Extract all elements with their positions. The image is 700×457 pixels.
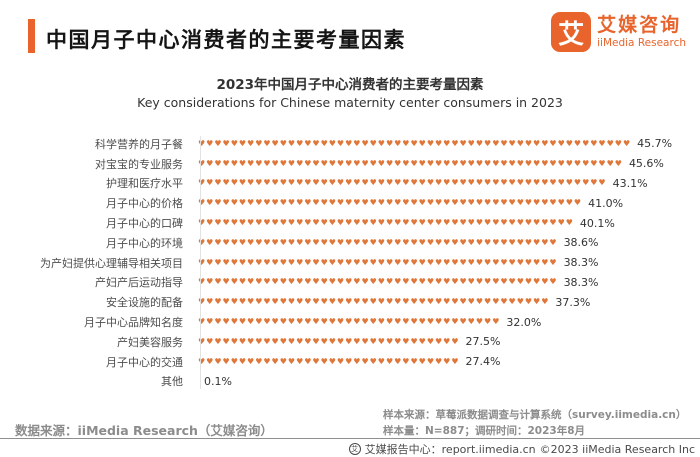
heart-pictogram-bar: ♥♥♥♥♥♥♥♥♥♥♥♥♥♥♥♥♥♥♥♥♥♥♥♥♥♥♥♥♥♥♥♥♥♥♥♥♥♥♥♥… bbox=[198, 218, 574, 228]
chart-row: 月子中心的口碑 ♥♥♥♥♥♥♥♥♥♥♥♥♥♥♥♥♥♥♥♥♥♥♥♥♥♥♥♥♥♥♥♥♥… bbox=[8, 213, 692, 233]
heart-pictogram-bar: ♥♥♥♥♥♥♥♥♥♥♥♥♥♥♥♥♥♥♥♥♥♥♥♥♥♥♥♥♥♥♥♥♥♥♥♥♥♥♥♥… bbox=[198, 257, 558, 267]
heart-pictogram-bar: ♥♥♥♥♥♥♥♥♥♥♥♥♥♥♥♥♥♥♥♥♥♥♥♥♥♥♥♥♥♥♥♥♥♥♥♥♥♥♥♥… bbox=[198, 297, 550, 307]
chart-axis-line bbox=[200, 136, 201, 390]
sample-size-note: 样本量：N=887；调研时间：2023年8月 bbox=[383, 425, 586, 437]
category-label: 月子中心的交通 bbox=[106, 355, 183, 369]
category-label: 月子中心品牌知名度 bbox=[84, 316, 183, 330]
heart-pictogram-bar: ♥♥♥♥♥♥♥♥♥♥♥♥♥♥♥♥♥♥♥♥♥♥♥♥♥♥♥♥♥♥♥♥♥♥♥♥♥♥♥♥… bbox=[198, 158, 623, 168]
chart-title: 2023年中国月子中心消费者的主要考量因素 bbox=[216, 77, 484, 93]
category-label: 其他 bbox=[161, 375, 183, 389]
category-label: 月子中心的价格 bbox=[106, 197, 183, 211]
chart-row: 月子中心的交通 ♥♥♥♥♥♥♥♥♥♥♥♥♥♥♥♥♥♥♥♥♥♥♥♥♥♥♥♥♥♥♥♥ 2… bbox=[8, 352, 692, 372]
heart-bar-chart: 科学营养的月子餐 ♥♥♥♥♥♥♥♥♥♥♥♥♥♥♥♥♥♥♥♥♥♥♥♥♥♥♥♥♥♥♥♥… bbox=[8, 134, 692, 391]
heart-pictogram-bar: ♥♥♥♥♥♥♥♥♥♥♥♥♥♥♥♥♥♥♥♥♥♥♥♥♥♥♥♥♥♥♥♥♥♥♥♥♥♥♥♥… bbox=[198, 277, 558, 287]
report-center-icon: 艾 bbox=[348, 443, 361, 455]
heart-pictogram-bar: ♥♥♥♥♥♥♥♥♥♥♥♥♥♥♥♥♥♥♥♥♥♥♥♥♥♥♥♥♥♥♥♥ bbox=[198, 356, 460, 366]
title-accent-bar bbox=[28, 19, 35, 53]
value-label: 41.0% bbox=[588, 196, 624, 210]
chart-row: 对宝宝的专业服务 ♥♥♥♥♥♥♥♥♥♥♥♥♥♥♥♥♥♥♥♥♥♥♥♥♥♥♥♥♥♥♥♥… bbox=[8, 154, 692, 174]
value-label: 40.1% bbox=[579, 216, 615, 230]
value-label: 32.0% bbox=[506, 315, 542, 329]
heart-pictogram-bar: ♥♥♥♥♥♥♥♥♥♥♥♥♥♥♥♥♥♥♥♥♥♥♥♥♥♥♥♥♥♥♥♥♥♥♥♥♥♥♥♥… bbox=[198, 138, 632, 148]
heart-pictogram-bar: ♥♥♥♥♥♥♥♥♥♥♥♥♥♥♥♥♥♥♥♥♥♥♥♥♥♥♥♥♥♥♥♥♥♥♥♥♥ bbox=[198, 317, 501, 327]
value-label: 27.4% bbox=[465, 355, 501, 369]
chart-row: 为产妇提供心理辅导相关项目 ♥♥♥♥♥♥♥♥♥♥♥♥♥♥♥♥♥♥♥♥♥♥♥♥♥♥♥… bbox=[8, 253, 692, 273]
category-label: 护理和医疗水平 bbox=[106, 177, 183, 191]
category-label: 月子中心的口碑 bbox=[106, 217, 183, 231]
heart-pictogram-bar: ♥♥♥♥♥♥♥♥♥♥♥♥♥♥♥♥♥♥♥♥♥♥♥♥♥♥♥♥♥♥♥♥♥♥♥♥♥♥♥♥… bbox=[198, 178, 607, 188]
heart-pictogram-bar: ♥♥♥♥♥♥♥♥♥♥♥♥♥♥♥♥♥♥♥♥♥♥♥♥♥♥♥♥♥♥♥♥♥♥♥♥♥♥♥♥… bbox=[198, 198, 583, 208]
chart-row: 月子中心品牌知名度 ♥♥♥♥♥♥♥♥♥♥♥♥♥♥♥♥♥♥♥♥♥♥♥♥♥♥♥♥♥♥♥… bbox=[8, 312, 692, 332]
category-label: 安全设施的配备 bbox=[106, 296, 183, 310]
page-title: 中国月子中心消费者的主要考量因素 bbox=[46, 28, 406, 52]
value-label: 38.3% bbox=[563, 256, 599, 270]
value-label: 38.6% bbox=[563, 236, 599, 250]
chart-row: 产妇美容服务 ♥♥♥♥♥♥♥♥♥♥♥♥♥♥♥♥♥♥♥♥♥♥♥♥♥♥♥♥♥♥♥♥ 27… bbox=[8, 332, 692, 352]
logo-name-en: iiMedia Research bbox=[597, 36, 686, 49]
value-label: 45.7% bbox=[637, 137, 673, 151]
copyright-text: ©2023 iiMedia Research Inc bbox=[539, 442, 695, 456]
logo-name-cn: 艾媒咨询 bbox=[597, 14, 682, 37]
category-label: 产妇美容服务 bbox=[117, 335, 183, 349]
value-label: 37.3% bbox=[555, 295, 591, 309]
category-label: 对宝宝的专业服务 bbox=[95, 157, 183, 171]
heart-pictogram-bar: ♥♥♥♥♥♥♥♥♥♥♥♥♥♥♥♥♥♥♥♥♥♥♥♥♥♥♥♥♥♥♥♥ bbox=[198, 336, 460, 346]
data-source-note: 数据来源：iiMedia Research（艾媒咨询） bbox=[15, 423, 273, 438]
logo-text: 艾媒咨询 iiMedia Research bbox=[597, 14, 686, 49]
value-label: 43.1% bbox=[612, 176, 648, 190]
iimedia-logo-icon: 艾 bbox=[551, 12, 592, 52]
chart-row: 护理和医疗水平 ♥♥♥♥♥♥♥♥♥♥♥♥♥♥♥♥♥♥♥♥♥♥♥♥♥♥♥♥♥♥♥♥♥… bbox=[8, 174, 692, 194]
value-label: 38.3% bbox=[563, 275, 599, 289]
chart-row: 科学营养的月子餐 ♥♥♥♥♥♥♥♥♥♥♥♥♥♥♥♥♥♥♥♥♥♥♥♥♥♥♥♥♥♥♥♥… bbox=[8, 134, 692, 154]
chart-row: 月子中心的环境 ♥♥♥♥♥♥♥♥♥♥♥♥♥♥♥♥♥♥♥♥♥♥♥♥♥♥♥♥♥♥♥♥♥… bbox=[8, 233, 692, 253]
value-label: 0.1% bbox=[204, 374, 232, 388]
report-center-link[interactable]: 艾媒报告中心：report.iimedia.cn bbox=[364, 443, 536, 456]
value-label: 27.5% bbox=[465, 335, 501, 349]
category-label: 科学营养的月子餐 bbox=[95, 137, 183, 151]
chart-row: 产妇产后运动指导 ♥♥♥♥♥♥♥♥♥♥♥♥♥♥♥♥♥♥♥♥♥♥♥♥♥♥♥♥♥♥♥♥… bbox=[8, 273, 692, 293]
iimedia-logo: 艾 艾媒咨询 iiMedia Research bbox=[551, 12, 686, 52]
logo-glyph: 艾 bbox=[558, 19, 585, 50]
value-label: 45.6% bbox=[628, 157, 664, 171]
chart-row: 其他 0.1% bbox=[8, 372, 692, 392]
footer-divider bbox=[0, 438, 700, 439]
heart-pictogram-bar: ♥♥♥♥♥♥♥♥♥♥♥♥♥♥♥♥♥♥♥♥♥♥♥♥♥♥♥♥♥♥♥♥♥♥♥♥♥♥♥♥… bbox=[198, 237, 558, 247]
category-label: 月子中心的环境 bbox=[106, 236, 183, 250]
category-label: 产妇产后运动指导 bbox=[95, 276, 183, 290]
category-label: 为产妇提供心理辅导相关项目 bbox=[40, 256, 183, 270]
chart-row: 安全设施的配备 ♥♥♥♥♥♥♥♥♥♥♥♥♥♥♥♥♥♥♥♥♥♥♥♥♥♥♥♥♥♥♥♥♥… bbox=[8, 292, 692, 312]
chart-row: 月子中心的价格 ♥♥♥♥♥♥♥♥♥♥♥♥♥♥♥♥♥♥♥♥♥♥♥♥♥♥♥♥♥♥♥♥♥… bbox=[8, 193, 692, 213]
copyright-line: 艾 艾媒报告中心：report.iimedia.cn ©2023 iiMedia… bbox=[348, 441, 695, 457]
sample-source-note: 样本来源：草莓派数据调查与计算系统（survey.iimedia.cn） bbox=[383, 409, 687, 421]
chart-subtitle: Key considerations for Chinese maternity… bbox=[137, 95, 563, 110]
